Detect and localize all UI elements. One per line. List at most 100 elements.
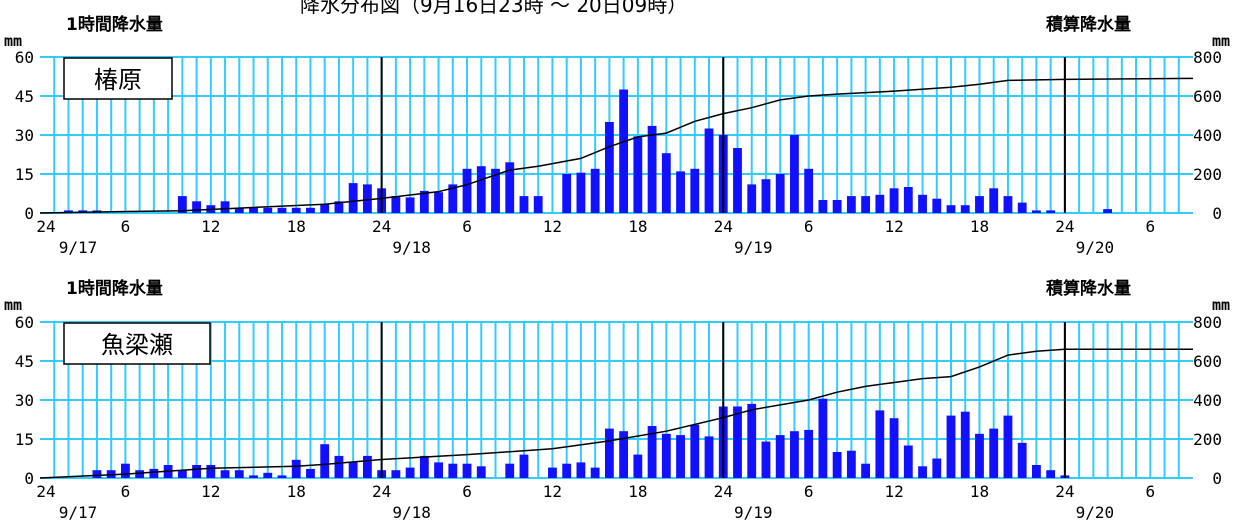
rain-bar <box>918 194 927 213</box>
left-unit-label: mm <box>4 32 22 50</box>
rain-bar <box>889 188 899 213</box>
y-tick-left-label: 15 <box>15 165 34 184</box>
rain-bar <box>633 136 643 213</box>
rain-bar <box>875 194 885 213</box>
date-label: 9/18 <box>392 503 431 522</box>
y-tick-right-label: 600 <box>1193 87 1222 106</box>
date-label: 9/17 <box>59 503 98 522</box>
rain-bar <box>120 463 130 478</box>
rain-bar <box>733 148 742 213</box>
rain-bar <box>548 467 557 478</box>
rain-bar <box>334 201 344 213</box>
rain-bar <box>562 174 572 213</box>
date-label: 9/20 <box>1076 503 1115 522</box>
rain-bar <box>263 207 273 213</box>
rain-bar <box>975 196 984 213</box>
y-tick-right-label: 400 <box>1193 126 1222 145</box>
rain-bar <box>206 465 216 478</box>
rain-bar <box>647 426 657 478</box>
rain-bar <box>846 450 856 478</box>
rain-bar <box>306 468 315 478</box>
rain-bar <box>1046 470 1056 478</box>
rain-bar <box>946 205 956 213</box>
y-tick-right-label: 0 <box>1212 204 1222 223</box>
rain-bar <box>192 201 201 213</box>
x-tick-label: 18 <box>628 217 647 236</box>
y-tick-left-label: 30 <box>15 391 34 410</box>
rain-bar <box>177 470 187 478</box>
rain-bar <box>832 200 842 213</box>
cumulative-rain-line <box>39 348 1193 479</box>
rain-bar <box>334 455 344 478</box>
x-tick-label: 18 <box>970 217 989 236</box>
x-tick-label: 6 <box>804 482 814 501</box>
rain-bar <box>975 433 984 478</box>
y-tick-left-label: 0 <box>24 469 34 488</box>
x-tick-label: 6 <box>121 217 131 236</box>
station-label-box <box>63 57 173 100</box>
right-axis-label: 積算降水量 <box>1046 14 1131 35</box>
date-label: 9/19 <box>734 238 773 257</box>
x-tick-label: 6 <box>1145 217 1155 236</box>
x-tick-label: 12 <box>201 217 220 236</box>
rain-bar <box>476 466 486 478</box>
rain-bar <box>405 467 415 478</box>
rain-bar <box>448 184 458 213</box>
rain-bar <box>249 207 258 213</box>
rain-bar <box>989 188 999 213</box>
y-tick-left-label: 45 <box>15 87 34 106</box>
rain-bar <box>761 441 771 478</box>
x-tick-label: 12 <box>884 482 903 501</box>
rain-bar <box>135 470 145 478</box>
rain-bar <box>419 455 429 478</box>
rain-bar <box>1017 202 1027 213</box>
rain-bar <box>1032 465 1041 478</box>
x-tick-label: 24 <box>714 482 733 501</box>
rain-bar <box>177 196 187 213</box>
station-name: 魚梁瀬 <box>101 331 173 359</box>
rain-bar <box>192 465 201 478</box>
date-label: 9/18 <box>392 238 431 257</box>
rain-bar <box>875 410 885 478</box>
rain-bar <box>932 458 942 478</box>
x-tick-label: 6 <box>1145 482 1155 501</box>
x-tick-label: 6 <box>462 482 472 501</box>
rain-bar <box>505 463 515 478</box>
rain-bar <box>320 203 330 213</box>
rain-bar <box>1017 442 1027 478</box>
y-tick-right-label: 200 <box>1193 430 1222 449</box>
rain-bar <box>775 435 785 478</box>
station-label-box <box>63 322 211 365</box>
date-label: 9/17 <box>59 238 98 257</box>
y-tick-left-label: 0 <box>24 204 34 223</box>
x-tick-label: 12 <box>884 217 903 236</box>
rain-bar <box>519 196 529 213</box>
x-tick-label: 24 <box>372 217 391 236</box>
rain-bar <box>348 462 358 478</box>
rain-bar <box>1032 210 1041 213</box>
y-tick-left-label: 30 <box>15 126 34 145</box>
rain-bar <box>832 452 842 478</box>
rain-bar <box>320 444 330 478</box>
rain-bar <box>989 428 999 478</box>
station-name: 椿原 <box>94 66 142 94</box>
y-tick-left-label: 15 <box>15 430 34 449</box>
rain-bar <box>590 168 600 213</box>
rain-bar <box>348 183 358 213</box>
y-tick-right-label: 800 <box>1193 48 1222 67</box>
rain-bar <box>234 470 244 478</box>
rain-bar <box>704 436 714 478</box>
date-label: 9/20 <box>1076 238 1115 257</box>
rain-bar <box>676 171 685 213</box>
rain-bar <box>220 470 230 478</box>
rain-bar <box>903 445 913 478</box>
rain-bar <box>291 207 301 213</box>
rain-bar <box>419 190 429 213</box>
page-title: 降水分布図（9月16日23時 ～ 20日09時） <box>300 0 687 17</box>
y-tick-left-label: 45 <box>15 352 34 371</box>
rain-bar <box>391 196 401 213</box>
rain-bar <box>704 128 714 213</box>
x-tick-label: 24 <box>1055 482 1074 501</box>
rain-bar <box>249 475 258 478</box>
